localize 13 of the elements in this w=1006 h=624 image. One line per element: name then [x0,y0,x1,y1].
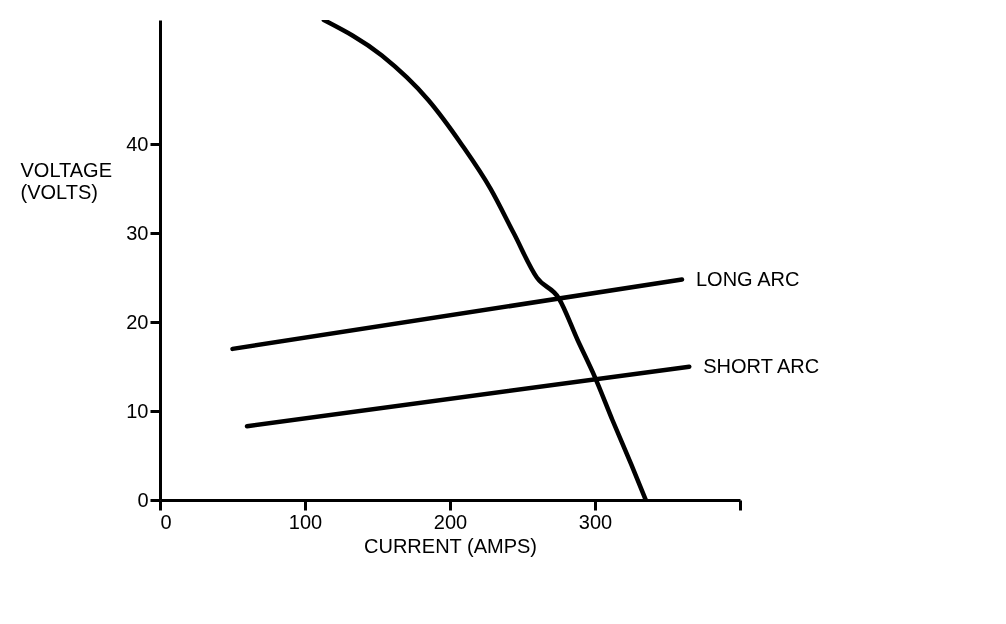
x-tick-label: 300 [578,510,613,533]
x-tick-label: 100 [288,510,323,533]
y-tick-label: 40 [126,132,149,155]
x-tick-label: 0 [160,510,172,533]
y-tick-label: 0 [137,488,149,511]
y-tick-label: 10 [126,399,149,422]
x-axis-title: CURRENT (AMPS) [364,534,537,557]
series-label: SHORT ARC [703,354,820,377]
y-tick-label: 30 [126,221,149,244]
x-tick-label: 200 [433,510,468,533]
y-tick-label: 20 [126,310,149,333]
y-axis-title: VOLTAGE (VOLTS) [20,158,113,203]
series-label: LONG ARC [696,267,800,290]
